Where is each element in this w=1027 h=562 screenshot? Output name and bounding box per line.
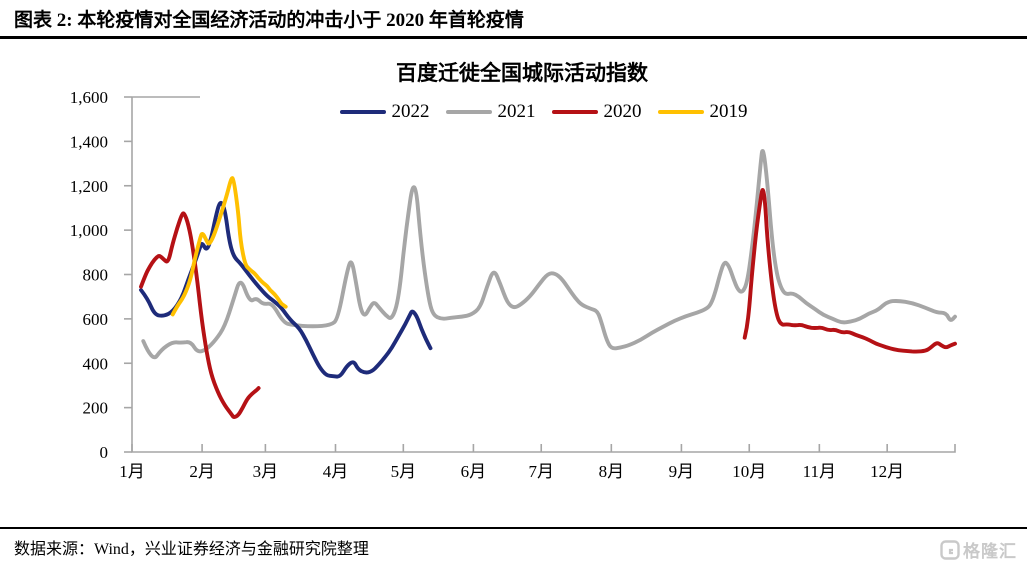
y-axis-label: 1,400 (70, 132, 108, 151)
y-axis-label: 1,600 (70, 88, 108, 107)
x-axis-label: 6月 (461, 462, 487, 481)
x-axis-label: 10月 (732, 462, 766, 481)
legend-swatch (657, 109, 704, 114)
gelonghui-logo-icon (940, 539, 960, 560)
y-axis-label: 200 (83, 399, 109, 418)
series-line-2020 (742, 188, 957, 354)
y-axis-label: 1,000 (70, 221, 108, 240)
legend-label: 2022 (391, 101, 430, 122)
x-axis-label: 2月 (189, 462, 215, 481)
legend-item-2022: 2022 (339, 101, 430, 122)
x-axis-label: 12月 (870, 462, 904, 481)
chart-legend: 2022 2021 2020 2019 (132, 102, 955, 121)
legend-label: 2021 (497, 101, 536, 122)
y-axis-label: 1,200 (70, 177, 108, 196)
legend-item-2020: 2020 (551, 101, 642, 122)
y-axis-label: 0 (100, 443, 109, 462)
x-axis-label: 11月 (803, 462, 836, 481)
data-source-text: 数据来源：Wind，兴业证券经济与金融研究院整理 (14, 541, 369, 558)
legend-swatch (445, 109, 492, 114)
footer-rule (0, 527, 1027, 529)
x-axis-label: 7月 (528, 462, 554, 481)
title-underline (0, 36, 1027, 39)
x-axis-label: 1月 (119, 462, 145, 481)
x-axis-label: 3月 (253, 462, 279, 481)
brand-watermark-text: 格隆汇 (963, 542, 1017, 561)
brand-watermark: 格隆汇 (940, 537, 1017, 562)
x-axis-label: 8月 (599, 462, 625, 481)
legend-swatch (339, 109, 386, 114)
y-axis-label: 400 (83, 354, 109, 373)
report-title: 图表 2: 本轮疫情对全国经济活动的冲击小于 2020 年首轮疫情 (14, 10, 524, 31)
legend-item-2021: 2021 (445, 101, 536, 122)
y-axis-label: 600 (83, 310, 109, 329)
series-line-2022 (139, 200, 433, 379)
x-axis-label: 4月 (323, 462, 349, 481)
chart-title: 百度迁徙全国城际活动指数 (396, 61, 648, 85)
legend-swatch (551, 109, 598, 114)
series-line-2020 (139, 211, 261, 419)
series-line-2019 (170, 176, 288, 317)
legend-item-2019: 2019 (657, 101, 748, 122)
x-axis-label: 9月 (669, 462, 695, 481)
y-axis-label: 800 (83, 266, 109, 285)
series-line-2021 (141, 148, 957, 360)
legend-label: 2020 (603, 101, 642, 122)
legend-label: 2019 (709, 101, 748, 122)
x-axis-label: 5月 (391, 462, 417, 481)
